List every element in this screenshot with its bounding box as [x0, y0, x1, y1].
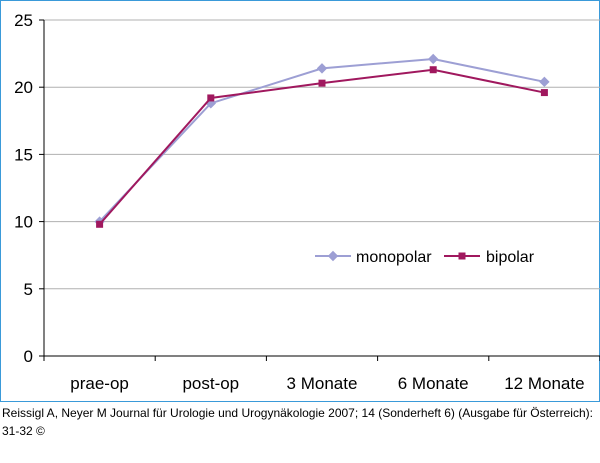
y-tick-label: 0 — [24, 347, 33, 366]
legend: monopolar bipolar — [315, 249, 535, 266]
legend-item-bipolar: bipolar — [444, 249, 535, 266]
chart-border — [0, 0, 600, 402]
data-point-bipolar — [540, 89, 548, 97]
data-point-bipolar — [318, 79, 326, 87]
data-point-bipolar — [429, 66, 437, 74]
y-tick-label: 25 — [14, 11, 33, 30]
legend-item-monopolar: monopolar — [315, 249, 432, 266]
x-tick-label: post-op — [182, 374, 239, 393]
data-point-bipolar — [207, 94, 215, 102]
x-tick-label: 12 Monate — [504, 374, 584, 393]
data-point-monopolar — [316, 63, 328, 74]
y-axis-tick-labels: 0 5 10 15 20 25 — [14, 11, 33, 366]
data-point-monopolar — [427, 53, 439, 65]
series — [94, 53, 550, 228]
x-tick-label: 6 Monate — [398, 374, 469, 393]
y-tick-label: 20 — [14, 78, 33, 97]
x-tick-label: prae-op — [70, 374, 129, 393]
y-tick-label: 5 — [24, 280, 33, 299]
y-tick-label: 10 — [14, 213, 33, 232]
legend-label-bipolar: bipolar — [486, 249, 535, 266]
data-point-bipolar — [96, 220, 104, 228]
data-point-monopolar — [539, 76, 550, 88]
legend-marker-bipolar — [458, 252, 466, 260]
line-chart: 0 5 10 15 20 25 prae-op post-op 3 Monate 6 Monat… — [0, 0, 600, 402]
citation-text: Reissigl A, Neyer M Journal für Urologie… — [2, 406, 593, 438]
legend-marker-monopolar — [327, 250, 339, 262]
x-tick-label: 3 Monate — [287, 374, 358, 393]
x-axis-tick-labels: prae-op post-op 3 Monate 6 Monate 12 Monate — [70, 374, 584, 393]
axes — [39, 19, 600, 361]
series-bipolar — [96, 66, 548, 228]
y-tick-label: 15 — [14, 145, 33, 164]
legend-label-monopolar: monopolar — [356, 249, 432, 266]
chart-frame: 0 5 10 15 20 25 prae-op post-op 3 Monate 6 Monat… — [0, 0, 600, 402]
gridlines — [44, 19, 600, 290]
